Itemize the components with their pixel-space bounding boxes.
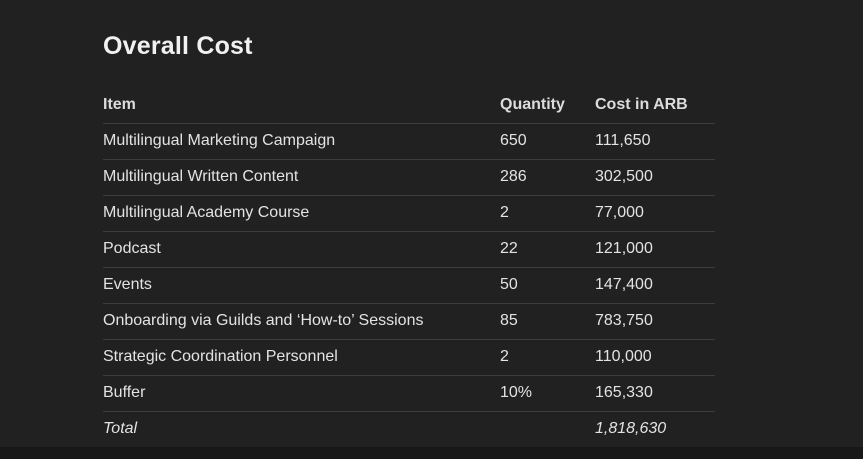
cell-quantity: 22 <box>500 231 595 268</box>
cell-item: Total <box>103 411 500 448</box>
cost-table-header: Item Quantity Cost in ARB <box>103 88 715 124</box>
header-item: Item <box>103 88 500 124</box>
table-row: Multilingual Written Content 286 302,500 <box>103 159 715 196</box>
cell-item: Buffer <box>103 375 500 412</box>
table-row-total: Total 1,818,630 <box>103 411 715 448</box>
cost-table-body: Multilingual Marketing Campaign 650 111,65… <box>103 123 715 448</box>
cell-cost: 302,500 <box>595 159 715 196</box>
cell-cost: 165,330 <box>595 375 715 412</box>
cell-quantity: 650 <box>500 123 595 160</box>
page-title: Overall Cost <box>103 32 253 60</box>
cell-quantity: 2 <box>500 195 595 232</box>
cell-cost: 110,000 <box>595 339 715 376</box>
cell-item: Multilingual Written Content <box>103 159 500 196</box>
table-row: Podcast 22 121,000 <box>103 231 715 268</box>
cell-quantity: 10% <box>500 375 595 412</box>
cell-cost: 121,000 <box>595 231 715 268</box>
cell-item: Podcast <box>103 231 500 268</box>
table-row: Onboarding via Guilds and ‘How-to’ Sessi… <box>103 303 715 340</box>
cost-table: Item Quantity Cost in ARB Multilingual M… <box>103 88 715 448</box>
header-cost: Cost in ARB <box>595 88 715 124</box>
table-row: Strategic Coordination Personnel 2 110,000 <box>103 339 715 376</box>
cell-item: Onboarding via Guilds and ‘How-to’ Sessi… <box>103 303 500 340</box>
header-quantity: Quantity <box>500 88 595 124</box>
table-row: Buffer 10% 165,330 <box>103 375 715 412</box>
cell-item: Multilingual Marketing Campaign <box>103 123 500 160</box>
cell-cost: 147,400 <box>595 267 715 304</box>
cell-item: Multilingual Academy Course <box>103 195 500 232</box>
cell-quantity: 85 <box>500 303 595 340</box>
cell-quantity: 286 <box>500 159 595 196</box>
cell-item: Events <box>103 267 500 304</box>
cell-cost: 77,000 <box>595 195 715 232</box>
cell-quantity <box>500 411 595 448</box>
table-row: Events 50 147,400 <box>103 267 715 304</box>
header-row: Item Quantity Cost in ARB <box>103 88 715 124</box>
table-row: Multilingual Academy Course 2 77,000 <box>103 195 715 232</box>
document-page: Overall Cost Item Quantity Cost in ARB M… <box>103 32 715 448</box>
cell-cost: 1,818,630 <box>595 411 715 448</box>
window-bottom-edge <box>0 447 863 459</box>
cell-item: Strategic Coordination Personnel <box>103 339 500 376</box>
cell-quantity: 2 <box>500 339 595 376</box>
cell-quantity: 50 <box>500 267 595 304</box>
cell-cost: 783,750 <box>595 303 715 340</box>
cell-cost: 111,650 <box>595 123 715 160</box>
table-row: Multilingual Marketing Campaign 650 111,65… <box>103 123 715 160</box>
